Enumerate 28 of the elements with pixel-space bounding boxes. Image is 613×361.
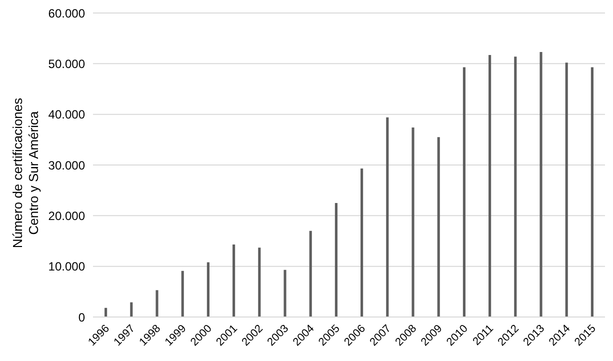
bar — [412, 128, 414, 317]
bar — [104, 308, 108, 317]
bar — [386, 117, 389, 317]
y-tick-label: 30.000 — [48, 158, 86, 172]
bar — [309, 230, 312, 317]
bar — [181, 270, 184, 317]
bar — [590, 67, 594, 317]
bar — [232, 244, 236, 317]
y-tick-label: 40.000 — [48, 108, 86, 122]
bar — [437, 137, 440, 317]
bar — [130, 302, 133, 317]
bar — [206, 262, 210, 317]
y-tick-label: 10.000 — [48, 260, 86, 274]
bar — [156, 290, 158, 317]
bar — [462, 67, 466, 317]
y-tick-label: 60.000 — [48, 6, 86, 20]
bar — [258, 248, 261, 317]
y-tick-label: 20.000 — [48, 208, 86, 223]
y-tick-label: 0 — [78, 310, 86, 324]
y-tick-label: 50.000 — [48, 56, 86, 71]
bar — [334, 203, 338, 317]
y-axis-title: Número de certificaciones Centro y Sur América — [10, 97, 41, 248]
bar — [488, 55, 492, 317]
bar — [540, 52, 542, 317]
bar — [514, 56, 517, 317]
bar — [360, 168, 364, 317]
bar — [284, 270, 286, 317]
bar — [565, 62, 568, 317]
